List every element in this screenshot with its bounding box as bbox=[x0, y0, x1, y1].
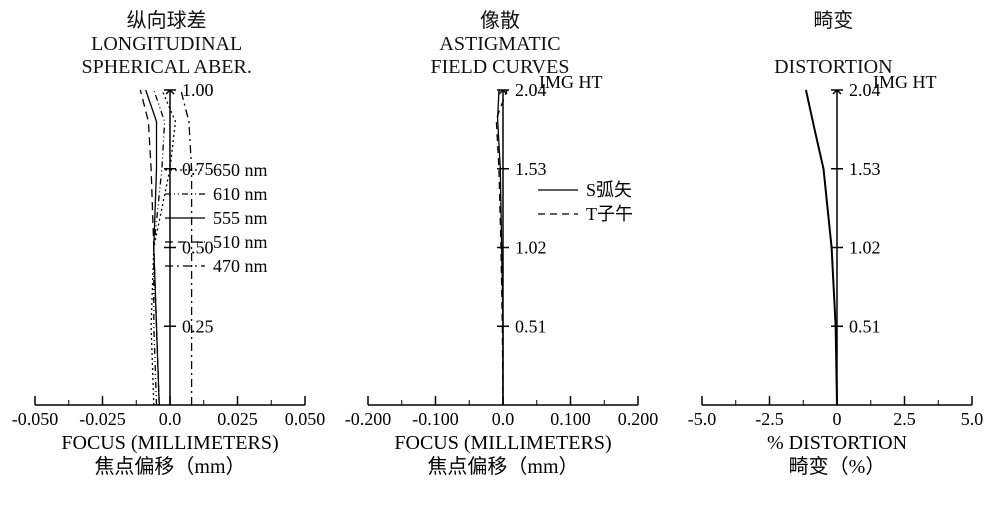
svg-text:0.50: 0.50 bbox=[182, 238, 214, 258]
chart-lsa: -0.050 -0.025 0.0 0.025 0.050 0.25 0.50 0.75 1.0… bbox=[0, 70, 333, 510]
panel-astig: 像散 ASTIGMATIC FIELD CURVES -0.200-0.1000… bbox=[333, 0, 666, 513]
svg-text:-0.200: -0.200 bbox=[345, 409, 392, 429]
svg-text:0.51: 0.51 bbox=[515, 316, 547, 336]
title-cn-astig: 像散 bbox=[333, 4, 666, 33]
svg-text:5.0: 5.0 bbox=[960, 409, 983, 429]
title-cn-lsa: 纵向球差 bbox=[0, 4, 333, 33]
svg-text:-0.025: -0.025 bbox=[79, 409, 126, 429]
svg-text:-0.050: -0.050 bbox=[12, 409, 59, 429]
svg-text:-0.100: -0.100 bbox=[413, 409, 460, 429]
svg-text:FOCUS (MILLIMETERS): FOCUS (MILLIMETERS) bbox=[61, 432, 278, 454]
chart-dist: -5.0-2.502.55.00.511.021.532.04IMG HT% D… bbox=[667, 70, 1000, 510]
svg-text:焦点偏移（mm）: 焦点偏移（mm） bbox=[428, 455, 579, 478]
svg-text:610 nm: 610 nm bbox=[213, 184, 268, 204]
svg-text:S弧矢: S弧矢 bbox=[586, 180, 632, 200]
panel-lsa: 纵向球差 LONGITUDINAL SPHERICAL ABER. -0.050… bbox=[0, 0, 333, 513]
svg-text:0.51: 0.51 bbox=[849, 316, 881, 336]
svg-text:1.02: 1.02 bbox=[849, 238, 881, 258]
svg-text:IMG HT: IMG HT bbox=[539, 72, 603, 92]
svg-text:1.53: 1.53 bbox=[849, 159, 881, 179]
svg-text:1.53: 1.53 bbox=[515, 159, 547, 179]
svg-text:0.25: 0.25 bbox=[182, 316, 214, 336]
svg-text:1.02: 1.02 bbox=[515, 238, 547, 258]
svg-text:0.050: 0.050 bbox=[285, 409, 326, 429]
svg-text:0.0: 0.0 bbox=[159, 409, 182, 429]
svg-text:FOCUS (MILLIMETERS): FOCUS (MILLIMETERS) bbox=[395, 432, 612, 454]
svg-text:0.025: 0.025 bbox=[217, 409, 258, 429]
panel-dist: 畸变 DISTORTION -5.0-2.502.55.00.511.021.5… bbox=[667, 0, 1000, 513]
svg-text:0.0: 0.0 bbox=[492, 409, 515, 429]
svg-text:T子午: T子午 bbox=[586, 204, 633, 224]
svg-text:0.100: 0.100 bbox=[551, 409, 592, 429]
svg-text:% DISTORTION: % DISTORTION bbox=[767, 432, 907, 454]
svg-text:0.75: 0.75 bbox=[182, 159, 214, 179]
svg-text:畸变（%）: 畸变（%） bbox=[788, 455, 885, 478]
figure-wrap: 纵向球差 LONGITUDINAL SPHERICAL ABER. -0.050… bbox=[0, 0, 1000, 513]
svg-text:-2.5: -2.5 bbox=[755, 409, 784, 429]
svg-text:555 nm: 555 nm bbox=[213, 208, 268, 228]
svg-text:IMG HT: IMG HT bbox=[873, 72, 937, 92]
svg-text:470 nm: 470 nm bbox=[213, 256, 268, 276]
svg-text:-5.0: -5.0 bbox=[687, 409, 716, 429]
chart-astig: -0.200-0.1000.00.1000.2000.511.021.532.0… bbox=[333, 70, 666, 510]
svg-text:510 nm: 510 nm bbox=[213, 232, 268, 252]
svg-text:焦点偏移（mm）: 焦点偏移（mm） bbox=[94, 455, 245, 478]
svg-text:2.5: 2.5 bbox=[893, 409, 916, 429]
title-cn-dist: 畸变 bbox=[667, 4, 1000, 33]
svg-text:650 nm: 650 nm bbox=[213, 160, 268, 180]
svg-text:0.200: 0.200 bbox=[618, 409, 659, 429]
svg-text:0: 0 bbox=[832, 409, 841, 429]
svg-text:1.00: 1.00 bbox=[182, 80, 214, 100]
